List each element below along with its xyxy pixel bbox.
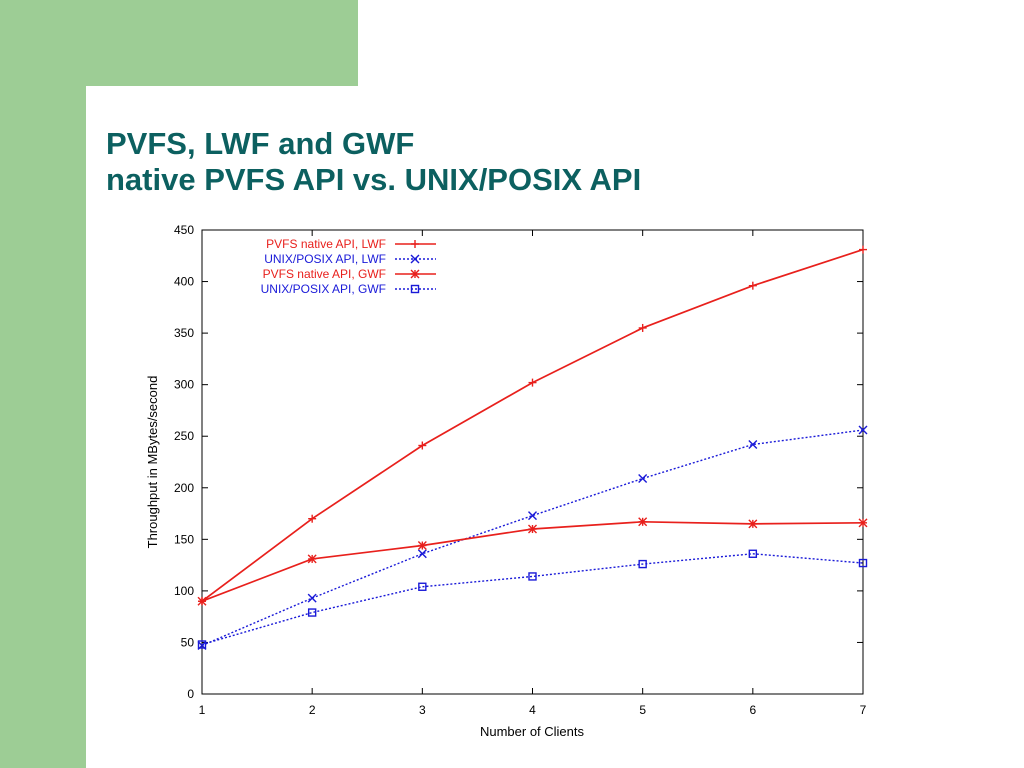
x-tick-label: 7 [860, 703, 867, 717]
marker-stroke [638, 474, 648, 483]
data-point-marker [748, 281, 757, 290]
series-line [201, 248, 864, 602]
data-point-marker [197, 596, 207, 606]
marker-stroke [748, 549, 758, 558]
series-line [201, 553, 864, 646]
marker-stroke [410, 284, 420, 294]
data-point-marker [638, 559, 647, 569]
slide-title: PVFS, LWF and GWF native PVFS API vs. UN… [106, 126, 641, 198]
data-point-marker [858, 425, 868, 435]
data-point-marker [528, 572, 537, 581]
plot-area-frame [201, 229, 864, 695]
data-point-marker [307, 593, 317, 603]
y-tick-label: 350 [174, 326, 194, 340]
legend-label: PVFS native API, LWF [266, 237, 386, 251]
y-tick-label: 100 [174, 584, 194, 598]
marker-stroke [197, 640, 207, 649]
data-point-marker [417, 549, 427, 559]
y-tick-label: 150 [174, 532, 194, 546]
marker-stroke [410, 254, 420, 264]
data-point-marker [858, 558, 868, 568]
data-point-marker [638, 323, 647, 332]
x-axis-label: Number of Clients [480, 724, 585, 739]
slide-title-line-1: PVFS, LWF and GWF [106, 126, 415, 161]
x-tick-label: 1 [199, 703, 206, 717]
x-tick-label: 6 [749, 703, 756, 717]
marker-stroke [858, 518, 868, 528]
data-point-marker [748, 439, 758, 449]
data-point-marker [410, 254, 420, 264]
x-tick-label: 3 [419, 703, 426, 717]
data-point-marker [417, 541, 427, 551]
series-3 [197, 517, 868, 606]
data-point-marker [418, 582, 427, 591]
legend-label: UNIX/POSIX API, LWF [264, 252, 386, 266]
axes-group: 0 50 100 150 200 250 300 350 400 450 1 2 3 4 5 6 7 [174, 223, 867, 717]
marker-stroke [418, 582, 427, 591]
data-point-marker [410, 284, 420, 294]
legend-item: UNIX/POSIX API, LWF [264, 252, 436, 266]
series-line [201, 520, 864, 602]
y-tick-label: 450 [174, 223, 194, 237]
data-point-marker [410, 269, 420, 279]
marker-stroke [197, 596, 207, 606]
marker-stroke [858, 425, 868, 435]
decorative-green-band-left [0, 0, 86, 768]
data-point-marker [638, 517, 648, 527]
y-tick-label: 200 [174, 481, 194, 495]
data-point-marker [411, 240, 419, 248]
marker-stroke [858, 558, 868, 568]
data-point-marker [748, 549, 758, 558]
legend-item: PVFS native API, LWF [266, 237, 436, 251]
data-point-marker [858, 518, 868, 528]
marker-stroke [748, 439, 758, 449]
data-point-marker [638, 474, 648, 483]
legend-item: PVFS native API, GWF [263, 267, 436, 281]
marker-stroke [307, 608, 317, 617]
marker-stroke [417, 549, 427, 559]
marker-stroke [307, 554, 317, 564]
series-group [197, 245, 868, 651]
legend-label: UNIX/POSIX API, GWF [261, 282, 386, 296]
slide-content-panel [86, 86, 1024, 768]
data-point-marker [307, 554, 317, 564]
marker-stroke [410, 269, 420, 279]
marker-stroke [417, 541, 427, 551]
marker-stroke [528, 524, 537, 534]
data-point-marker [197, 640, 207, 649]
y-tick-label: 250 [174, 429, 194, 443]
legend-label: PVFS native API, GWF [263, 267, 386, 281]
y-tick-label: 400 [174, 275, 194, 289]
marker-stroke [638, 517, 648, 527]
marker-stroke [528, 511, 537, 521]
series-1 [198, 245, 867, 606]
x-tick-label: 2 [309, 703, 316, 717]
y-tick-label: 300 [174, 378, 194, 392]
data-point-marker [308, 514, 317, 523]
marker-stroke [307, 593, 317, 603]
series-line [201, 429, 864, 647]
slide-title-line-2: native PVFS API vs. UNIX/POSIX API [106, 162, 642, 197]
data-point-marker [528, 524, 537, 534]
marker-stroke [638, 559, 647, 569]
data-point-marker [859, 245, 867, 254]
y-axis-label: Throughput in MBytes/second [145, 376, 160, 549]
marker-stroke [528, 572, 537, 581]
y-tick-label: 0 [187, 687, 194, 701]
data-point-marker [748, 519, 758, 529]
series-4 [197, 549, 868, 649]
data-point-marker [528, 511, 537, 521]
data-point-marker [307, 608, 317, 617]
marker-stroke [748, 519, 758, 529]
data-point-marker [528, 378, 537, 387]
y-tick-label: 50 [181, 635, 195, 649]
data-point-marker [418, 441, 427, 450]
x-tick-label: 5 [639, 703, 646, 717]
x-tick-label: 4 [529, 703, 536, 717]
legend-item: UNIX/POSIX API, GWF [261, 282, 436, 296]
